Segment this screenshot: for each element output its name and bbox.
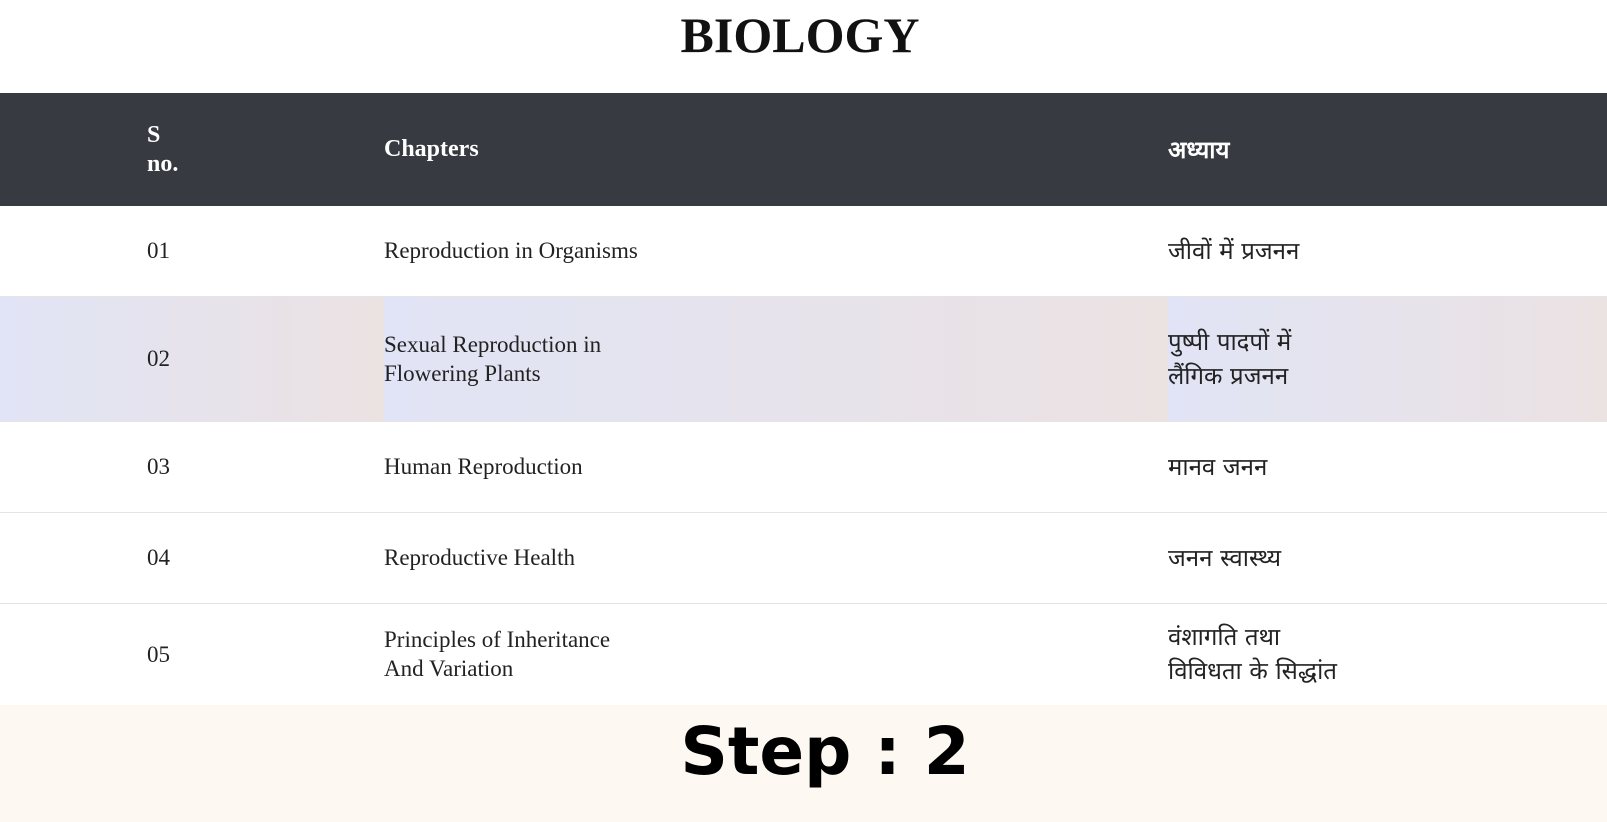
table-cell: Reproduction in Organisms (384, 206, 1168, 297)
page-title: BIOLOGY (680, 7, 920, 63)
header-cell: अध्याय (1168, 93, 1607, 206)
table-row: 02 Sexual Reproduction in Flowering Plant… (0, 296, 1607, 422)
table-cell: Reproductive Health (384, 512, 1168, 604)
table-cell: पुष्पी पादपों में लैंगिक प्रजनन (1168, 296, 1607, 422)
header-text: Chapters (384, 136, 479, 162)
chapter-table: S no. Chapters अध्याय 01 Reproduction in Or… (0, 93, 1607, 706)
header-text: अध्याय (1168, 138, 1230, 164)
header-cell: S no. (0, 93, 384, 206)
table-row: 01 Reproduction in Organisms जीवों में प्र… (0, 206, 1607, 297)
table-cell: 01 (0, 206, 384, 297)
table-row: 05 Principles of Inheritance And Variatio… (0, 603, 1607, 706)
table-cell: जीवों में प्रजनन (1168, 206, 1607, 297)
table-cell: मानव जनन (1168, 421, 1607, 513)
table-cell: वंशागति तथा विविधता के सिद्धांत (1168, 603, 1607, 706)
table-cell: Principles of Inheritance And Variation (384, 603, 1168, 706)
table-row: 03 Human Reproduction मानव जनन (0, 421, 1607, 513)
table-cell: Human Reproduction (384, 421, 1168, 513)
header-cell: Chapters (384, 93, 1168, 206)
table-row: 04 Reproductive Health जनन स्वास्थ्य (0, 512, 1607, 604)
footer-banner: Step : 2 (0, 705, 1607, 822)
table-cell: 02 (0, 296, 384, 422)
header-text: S no. (147, 121, 179, 177)
table-cell: 03 (0, 421, 384, 513)
table-cell: 04 (0, 512, 384, 604)
table-cell: 05 (0, 603, 384, 706)
step-caption: Step : 2 (680, 713, 970, 790)
header-row: S no. Chapters अध्याय (0, 93, 1607, 206)
table-cell: जनन स्वास्थ्य (1168, 512, 1607, 604)
table-cell: Sexual Reproduction in Flowering Plants (384, 296, 1168, 422)
